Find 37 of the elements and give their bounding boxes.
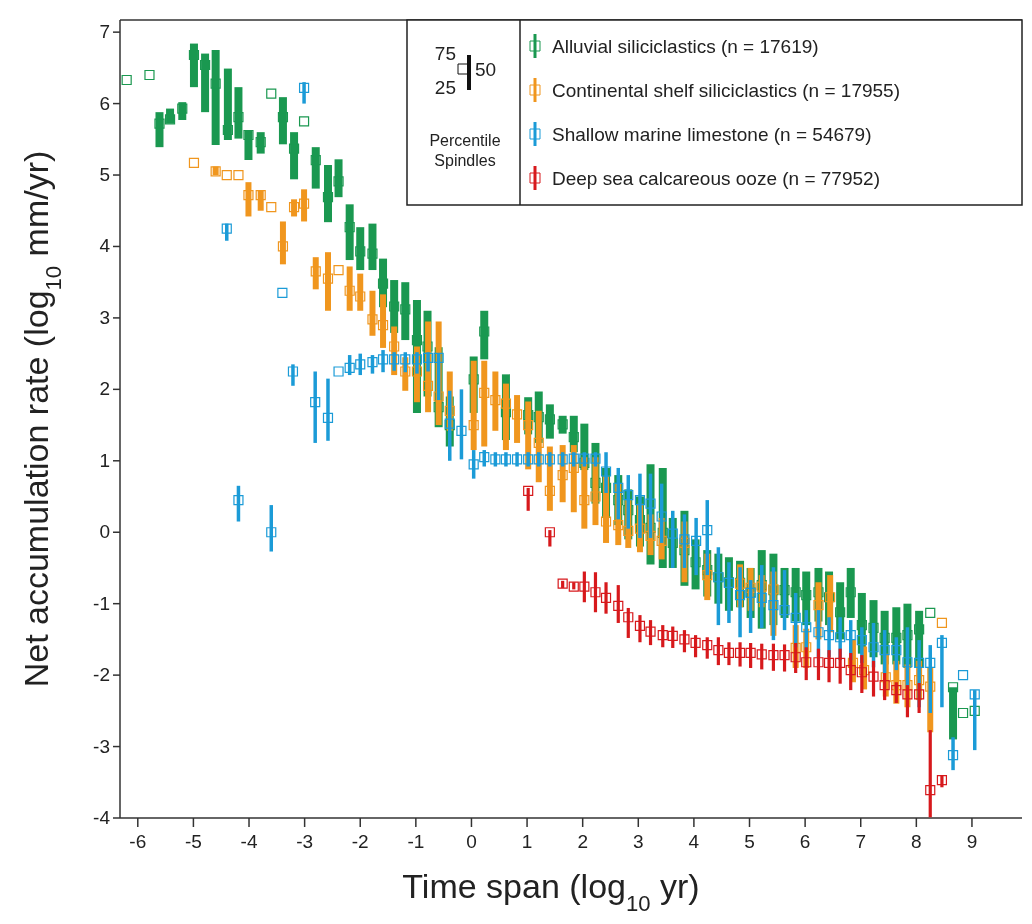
y-tick-label: -1 [93, 592, 110, 614]
y-tick-label: 3 [99, 306, 110, 328]
legend-label: Continental shelf siliciclastics (n = 17955) [552, 80, 900, 101]
y-tick-label: 6 [99, 92, 110, 114]
y-tick-label: 1 [99, 449, 110, 471]
legend-label: Alluvial siliciclastics (n = 17619) [552, 36, 819, 57]
y-tick-label: 2 [99, 378, 110, 400]
x-tick-label: 4 [688, 831, 700, 852]
x-tick-label: 9 [966, 831, 978, 852]
x-tick-label: 6 [799, 831, 811, 852]
y-tick-label: 5 [99, 164, 110, 186]
x-tick-label: -6 [129, 831, 147, 852]
x-tick-label: -4 [240, 831, 258, 852]
x-axis-title: Time span (log$_{10}$ yr) [402, 867, 700, 916]
x-tick-label: -3 [296, 831, 314, 852]
x-tick-label: -1 [407, 831, 425, 852]
x-tick-label: 8 [911, 831, 922, 852]
annotation: 50 [475, 59, 497, 80]
x-tick-label: 1 [521, 831, 533, 852]
legend-title: Percentile Spindles [429, 132, 501, 169]
annotation: 75 [434, 43, 456, 64]
y-tick-label: -4 [93, 807, 111, 828]
y-tick-label: -3 [93, 735, 110, 757]
y-tick-label: 4 [99, 235, 111, 257]
annotation: 25 [434, 77, 456, 98]
x-tick-label: 0 [466, 831, 477, 852]
x-tick-label: 3 [633, 831, 644, 852]
legend-label: Shallow marine limestone (n = 54679) [552, 124, 872, 145]
x-tick-label: -5 [184, 831, 202, 852]
y-tick-label: -2 [93, 664, 110, 686]
y-tick-label: 0 [99, 521, 110, 543]
x-tick-label: -2 [351, 831, 369, 852]
x-tick-label: 7 [855, 831, 867, 852]
x-tick-label: 5 [744, 831, 755, 852]
x-tick-label: 2 [577, 831, 588, 852]
y-tick-label: 7 [99, 21, 110, 43]
legend-label: Deep sea calcareous ooze (n = 77952) [552, 168, 880, 189]
